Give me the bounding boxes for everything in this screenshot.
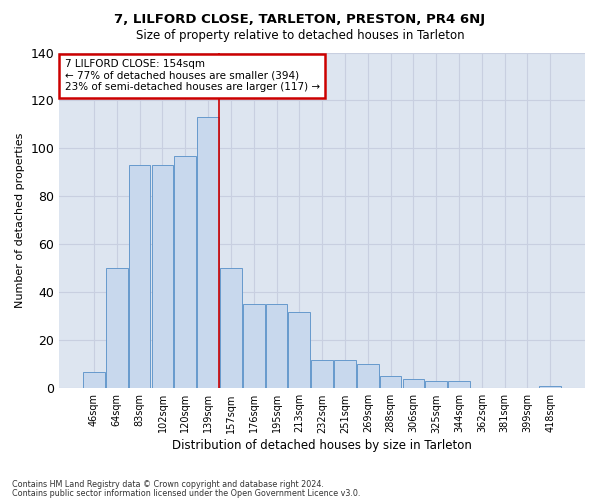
Text: 7 LILFORD CLOSE: 154sqm
← 77% of detached houses are smaller (394)
23% of semi-d: 7 LILFORD CLOSE: 154sqm ← 77% of detache…: [65, 59, 320, 92]
Text: Size of property relative to detached houses in Tarleton: Size of property relative to detached ho…: [136, 29, 464, 42]
Bar: [243, 304, 265, 388]
Bar: [106, 268, 128, 388]
Bar: [197, 118, 219, 388]
Bar: [83, 372, 105, 388]
Bar: [311, 360, 333, 388]
Bar: [289, 312, 310, 388]
Bar: [425, 381, 447, 388]
Bar: [152, 165, 173, 388]
Bar: [403, 378, 424, 388]
Bar: [448, 381, 470, 388]
Bar: [220, 268, 242, 388]
Bar: [334, 360, 356, 388]
Bar: [357, 364, 379, 388]
Bar: [175, 156, 196, 388]
Bar: [129, 165, 151, 388]
Text: Contains public sector information licensed under the Open Government Licence v3: Contains public sector information licen…: [12, 488, 361, 498]
Bar: [380, 376, 401, 388]
Text: Contains HM Land Registry data © Crown copyright and database right 2024.: Contains HM Land Registry data © Crown c…: [12, 480, 324, 489]
Text: 7, LILFORD CLOSE, TARLETON, PRESTON, PR4 6NJ: 7, LILFORD CLOSE, TARLETON, PRESTON, PR4…: [115, 12, 485, 26]
Y-axis label: Number of detached properties: Number of detached properties: [15, 132, 25, 308]
X-axis label: Distribution of detached houses by size in Tarleton: Distribution of detached houses by size …: [172, 440, 472, 452]
Bar: [266, 304, 287, 388]
Bar: [539, 386, 561, 388]
